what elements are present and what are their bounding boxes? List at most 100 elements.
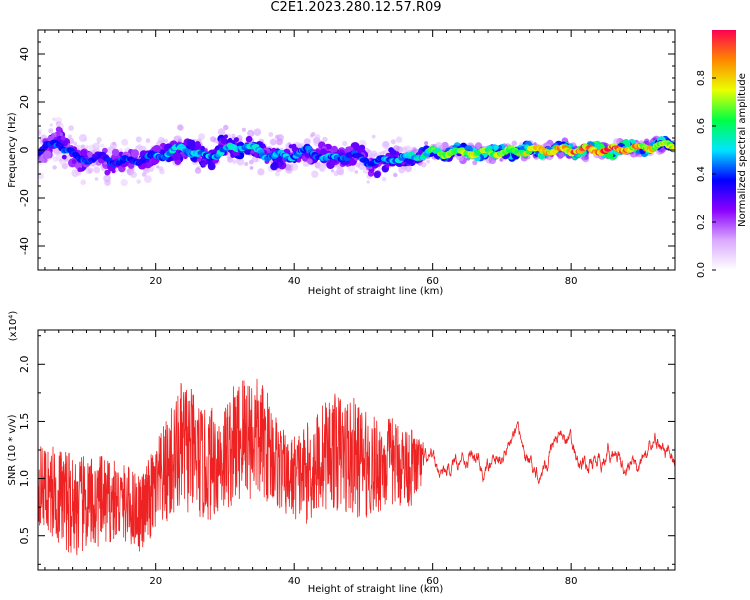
spectral-point bbox=[493, 144, 499, 150]
spectral-point-faint bbox=[68, 125, 74, 131]
x-tick-label: 60 bbox=[426, 576, 439, 587]
spectral-point-faint bbox=[121, 138, 129, 146]
spectral-point-faint bbox=[231, 133, 236, 138]
spectral-point-faint bbox=[401, 146, 408, 153]
spectral-point-faint bbox=[120, 179, 128, 187]
y-tick-label: 40 bbox=[18, 47, 31, 61]
y-axis-label: Frequency (Hz) bbox=[7, 112, 18, 188]
spectral-point-faint bbox=[210, 136, 216, 143]
spectral-point-faint bbox=[73, 141, 78, 146]
spectral-point bbox=[77, 167, 82, 172]
spectral-point-faint bbox=[373, 153, 378, 157]
spectral-point-faint bbox=[223, 124, 229, 131]
spectral-point-faint bbox=[381, 176, 387, 182]
spectral-point-faint bbox=[119, 148, 123, 152]
spectral-point-faint bbox=[393, 172, 398, 178]
spectral-point bbox=[152, 145, 161, 154]
spectral-point bbox=[171, 151, 181, 161]
colorbar-tick-label: 0.6 bbox=[696, 118, 707, 134]
spectral-point-faint bbox=[160, 139, 165, 144]
spectral-point bbox=[307, 158, 313, 164]
spectral-point-faint bbox=[336, 166, 345, 175]
spectral-point-faint bbox=[331, 169, 335, 173]
colorbar: 0.0 0.2 0.4 0.6 0.8 Normalized spectral ampli… bbox=[696, 30, 748, 278]
spectral-point-faint bbox=[156, 165, 160, 169]
spectral-point-faint bbox=[52, 156, 59, 162]
spectral-point bbox=[326, 160, 335, 169]
spectral-point bbox=[60, 135, 66, 141]
x-tick-label: 80 bbox=[565, 576, 578, 587]
spectral-point bbox=[220, 137, 228, 145]
x-tick-label: 60 bbox=[426, 276, 439, 287]
spectral-point bbox=[272, 161, 279, 169]
spectral-point-faint bbox=[38, 130, 42, 136]
snr-line bbox=[38, 378, 675, 556]
spectral-point-faint bbox=[275, 171, 280, 177]
y-axis-label: SNR (10 * v/v) bbox=[7, 414, 18, 485]
spectral-point-faint bbox=[458, 155, 464, 162]
spectral-point-faint bbox=[371, 134, 376, 139]
spectral-point-faint bbox=[163, 138, 169, 144]
spectral-point-faint bbox=[354, 170, 359, 174]
spectral-point-faint bbox=[268, 132, 274, 137]
spectral-point bbox=[276, 156, 283, 163]
spectral-point-faint bbox=[300, 142, 305, 146]
spectral-point-faint bbox=[232, 159, 238, 164]
spectral-point bbox=[111, 148, 120, 157]
spectral-point-faint bbox=[130, 171, 138, 179]
snr-panel: 20 40 60 80 2.0 1.5 1.0 0.5 Height of straight l… bbox=[7, 311, 676, 595]
spectral-point-faint bbox=[441, 142, 449, 150]
spectral-point bbox=[80, 149, 88, 157]
spectral-point-faint bbox=[582, 155, 590, 163]
spectrogram-blobs bbox=[38, 117, 675, 187]
spectral-point-faint bbox=[303, 138, 311, 146]
spectral-point bbox=[385, 163, 390, 168]
y-tick-label: 0 bbox=[18, 147, 31, 154]
spectral-point-faint bbox=[177, 124, 184, 131]
x-axis-label: Height of straight line (km) bbox=[308, 286, 444, 297]
spectral-point-faint bbox=[511, 140, 518, 147]
spectral-point-faint bbox=[377, 166, 382, 171]
spectral-point-faint bbox=[94, 177, 99, 181]
spectral-point-faint bbox=[83, 137, 88, 142]
x-axis-label: Height of straight line (km) bbox=[308, 584, 444, 595]
y-tick-label: 20 bbox=[18, 95, 31, 109]
spectral-point-faint bbox=[236, 158, 245, 166]
spectral-point-faint bbox=[227, 156, 234, 163]
spectral-point-faint bbox=[284, 164, 292, 171]
colorbar-tick-label: 0.2 bbox=[696, 214, 707, 230]
spectrogram-panel: 20 40 60 80 40 20 0 -20 -40 Height of straight li… bbox=[7, 29, 676, 297]
x-tick-label: 40 bbox=[288, 576, 301, 587]
spectral-point bbox=[233, 137, 239, 143]
spectral-point-faint bbox=[322, 136, 328, 143]
y-tick-label: 0.5 bbox=[18, 527, 31, 545]
spectral-point-faint bbox=[244, 161, 249, 167]
spectral-point-faint bbox=[148, 167, 154, 173]
spectral-point-faint bbox=[310, 131, 316, 137]
spectral-point-faint bbox=[474, 142, 483, 150]
chart-title: C2E1.2023.280.12.57.R09 bbox=[270, 0, 442, 15]
spectral-point bbox=[195, 141, 201, 147]
colorbar-bar bbox=[712, 30, 736, 270]
spectral-point-faint bbox=[395, 136, 403, 143]
spectral-point-faint bbox=[646, 142, 650, 146]
spectral-point-faint bbox=[248, 131, 252, 135]
spectral-point-faint bbox=[217, 128, 226, 136]
spectral-point bbox=[389, 149, 397, 156]
spectral-point-faint bbox=[67, 134, 72, 139]
y-tick-label: -20 bbox=[18, 189, 31, 207]
spectral-point-faint bbox=[342, 140, 348, 146]
spectral-point bbox=[87, 151, 93, 158]
spectral-point-faint bbox=[257, 168, 265, 176]
y-tick-label: 2.0 bbox=[18, 356, 31, 374]
spectral-point-faint bbox=[241, 127, 246, 132]
y-tick-label: -40 bbox=[18, 237, 31, 255]
spectral-point-faint bbox=[253, 128, 262, 136]
spectral-point bbox=[127, 162, 135, 169]
spectral-point-faint bbox=[194, 167, 202, 174]
spectral-point bbox=[200, 145, 205, 151]
spectral-point-faint bbox=[93, 166, 101, 174]
spectral-point bbox=[609, 149, 615, 154]
x-tick-label: 40 bbox=[288, 276, 301, 287]
spectral-point-faint bbox=[100, 143, 105, 148]
